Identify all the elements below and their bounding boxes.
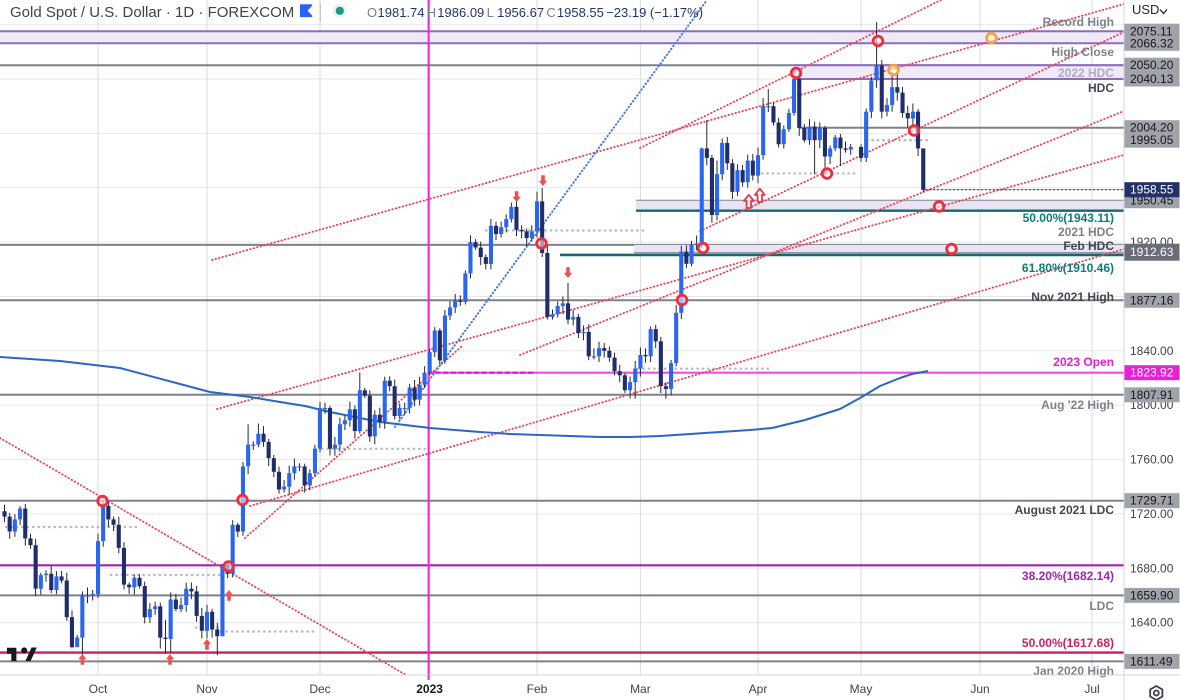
svg-text:1981.74: 1981.74	[378, 5, 425, 20]
svg-text:C: C	[546, 5, 555, 20]
svg-text:1840.00: 1840.00	[1130, 344, 1174, 358]
svg-text:Jan 2020 High: Jan 2020 High	[1033, 664, 1114, 678]
svg-text:1958.55: 1958.55	[1130, 183, 1174, 197]
svg-text:2004.20: 2004.20	[1130, 121, 1174, 135]
svg-text:1986.09: 1986.09	[437, 5, 484, 20]
svg-text:−23.19 (−1.17%): −23.19 (−1.17%)	[606, 5, 703, 20]
svg-text:1877.16: 1877.16	[1130, 293, 1174, 307]
svg-text:50.00%(1617.68): 50.00%(1617.68)	[1022, 636, 1114, 650]
svg-text:Nov: Nov	[196, 682, 217, 696]
svg-text:L: L	[487, 5, 494, 20]
svg-text:Feb: Feb	[527, 682, 548, 696]
svg-text:Oct: Oct	[89, 682, 108, 696]
svg-text:Nov 2021 High: Nov 2021 High	[1031, 290, 1114, 304]
svg-text:2022 HDC: 2022 HDC	[1058, 66, 1114, 80]
svg-text:2075.11: 2075.11	[1130, 24, 1173, 38]
svg-text:HDC: HDC	[1088, 81, 1114, 95]
svg-text:2040.13: 2040.13	[1130, 72, 1174, 86]
svg-text:1720.00: 1720.00	[1130, 507, 1174, 521]
svg-text:1640.00: 1640.00	[1130, 616, 1174, 630]
svg-text:May: May	[850, 682, 873, 696]
svg-text:1611.49: 1611.49	[1130, 654, 1173, 668]
svg-text:1823.92: 1823.92	[1130, 366, 1174, 380]
svg-text:1958.55: 1958.55	[557, 5, 604, 20]
svg-text:2021 HDC: 2021 HDC	[1058, 225, 1114, 239]
svg-text:H: H	[427, 5, 436, 20]
svg-text:Jun: Jun	[970, 682, 989, 696]
svg-text:2050.20: 2050.20	[1130, 58, 1174, 72]
svg-text:Feb HDC: Feb HDC	[1063, 239, 1114, 253]
svg-text:High Close: High Close	[1051, 45, 1114, 59]
svg-text:Aug '22 High: Aug '22 High	[1041, 398, 1114, 412]
svg-text:O: O	[367, 5, 377, 20]
svg-text:2023: 2023	[416, 682, 443, 696]
svg-text:LDC: LDC	[1089, 599, 1114, 613]
svg-text:1760.00: 1760.00	[1130, 453, 1174, 467]
svg-text:1995.05: 1995.05	[1130, 133, 1174, 147]
svg-text:1729.71: 1729.71	[1130, 494, 1174, 508]
svg-text:61.80%(1910.46): 61.80%(1910.46)	[1022, 261, 1114, 275]
svg-text:1956.67: 1956.67	[497, 5, 544, 20]
svg-text:1659.90: 1659.90	[1130, 588, 1174, 602]
svg-text:Apr: Apr	[749, 682, 768, 696]
svg-text:1807.91: 1807.91	[1130, 388, 1174, 402]
svg-text:Record High: Record High	[1043, 15, 1114, 29]
svg-text:38.20%(1682.14): 38.20%(1682.14)	[1022, 569, 1114, 583]
svg-text:Mar: Mar	[630, 682, 651, 696]
svg-text:Dec: Dec	[309, 682, 330, 696]
svg-text:Jul: Jul	[1084, 682, 1099, 696]
svg-text:USD: USD	[1132, 2, 1159, 17]
svg-text:August 2021 LDC: August 2021 LDC	[1015, 503, 1115, 517]
svg-text:1912.63: 1912.63	[1130, 245, 1174, 259]
svg-text:1680.00: 1680.00	[1130, 561, 1174, 575]
svg-text:50.00%(1943.11): 50.00%(1943.11)	[1023, 211, 1114, 225]
svg-text:2066.32: 2066.32	[1130, 36, 1174, 50]
svg-text:Gold Spot / U.S. Dollar · 1D ·: Gold Spot / U.S. Dollar · 1D · FOREXCOM	[10, 4, 294, 21]
svg-text:2023 Open: 2023 Open	[1053, 355, 1114, 369]
